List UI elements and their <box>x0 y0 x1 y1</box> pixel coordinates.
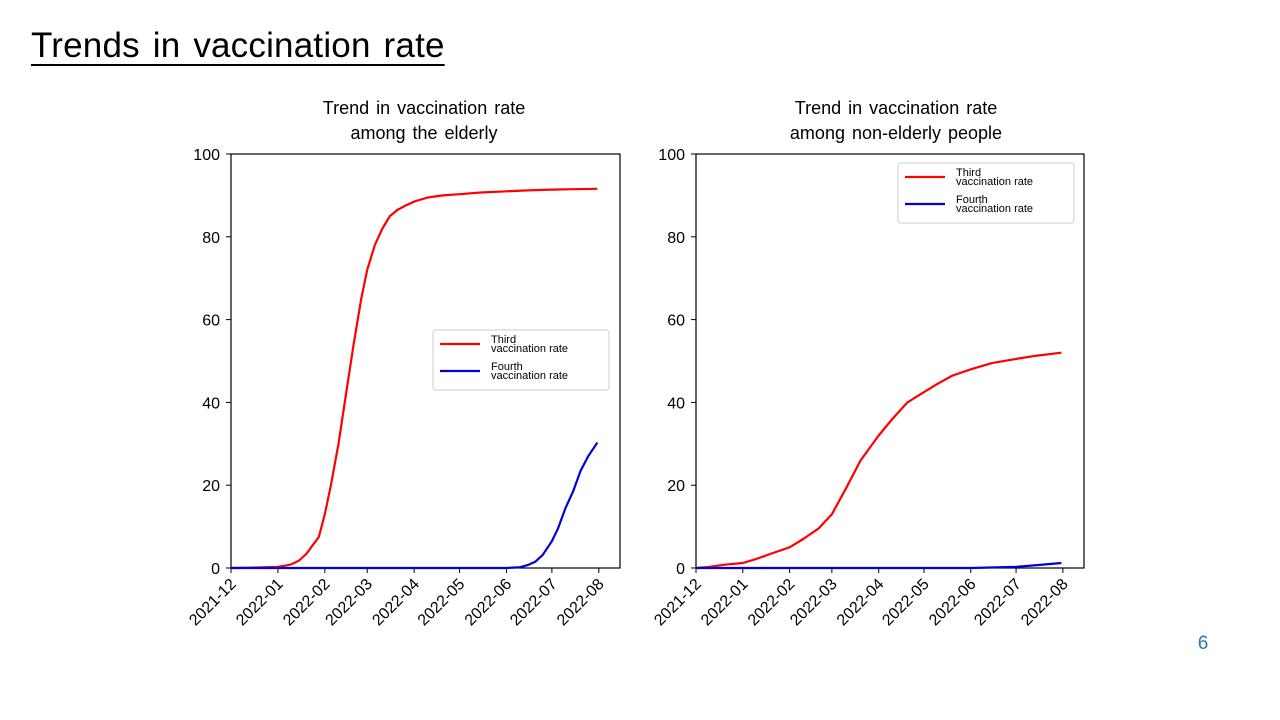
right-x-tick-label: 2022-04 <box>834 576 888 630</box>
right-legend-fourth-label-line-2: vaccination rate <box>956 203 1033 215</box>
right-y-tick-label: 80 <box>667 230 685 247</box>
left-legend-third-label-line-1: Third <box>491 334 516 346</box>
right-y-tick-label: 60 <box>667 313 685 330</box>
right-legend-third-label-line-2: vaccination rate <box>956 176 1033 188</box>
right-y-tick-label: 100 <box>658 147 685 164</box>
right-x-tick-label: 2022-01 <box>698 576 752 630</box>
slide-title: Trends in vaccination rate <box>31 26 445 65</box>
right-y-tick-label: 20 <box>667 478 685 495</box>
left-series-third-line <box>230 187 598 570</box>
right-y-tick-label: 0 <box>676 561 685 578</box>
right-chart-title-line-2: among non-elderly people <box>789 123 1003 143</box>
left-chart-title-line-1: Trend in vaccination rate <box>322 98 526 118</box>
left-chart-title: Trend in vaccination rate among the elde… <box>259 96 589 146</box>
right-legend-third-label-line-1: Third <box>956 167 981 179</box>
right-x-tick-label: 2022-07 <box>971 576 1025 630</box>
left-y-tick-label: 80 <box>202 230 220 247</box>
left-y-tick-label: 60 <box>202 313 220 330</box>
left-y-tick-label: 20 <box>202 478 220 495</box>
right-x-tick-label: 2022-03 <box>787 576 841 630</box>
right-legend-fourth-label-line-1: Fourth <box>956 194 988 206</box>
right-x-tick-label: 2022-08 <box>1018 576 1072 630</box>
right-chart-title: Trend in vaccination rate among non-elde… <box>731 96 1061 146</box>
left-legend-fourth-label-line-2: vaccination rate <box>491 370 568 382</box>
right-x-tick-label: 2022-06 <box>926 576 980 630</box>
left-legend-third-label-line-2: vaccination rate <box>491 343 568 355</box>
right-x-tick-label: 2021-12 <box>651 576 705 630</box>
left-chart-title-line-2: among the elderly <box>350 123 498 143</box>
left-y-tick-label: 40 <box>202 395 220 412</box>
left-series-fourth-line <box>231 441 599 570</box>
right-x-tick-label: 2022-05 <box>879 576 933 630</box>
right-series-third-line <box>695 351 1062 570</box>
page-number: 6 <box>1197 633 1209 654</box>
right-y-tick-label: 40 <box>667 395 685 412</box>
left-legend-fourth-label-line-1: Fourth <box>491 361 523 373</box>
left-y-tick-label: 100 <box>193 147 220 164</box>
right-chart-title-line-1: Trend in vaccination rate <box>794 98 998 118</box>
right-series-fourth-line <box>696 561 1062 570</box>
left-y-tick-label: 0 <box>211 561 220 578</box>
